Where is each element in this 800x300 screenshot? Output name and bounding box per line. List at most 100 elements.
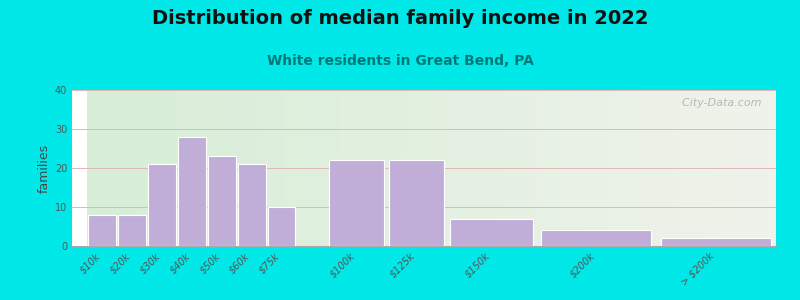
Bar xyxy=(138,90,140,246)
Bar xyxy=(431,90,434,246)
Bar xyxy=(183,90,186,246)
Bar xyxy=(599,90,602,246)
Bar xyxy=(340,90,342,246)
Bar xyxy=(434,90,436,246)
Bar xyxy=(177,90,179,246)
Bar xyxy=(459,90,462,246)
Bar xyxy=(344,90,346,246)
Bar xyxy=(199,90,202,246)
Bar xyxy=(259,90,262,246)
Bar xyxy=(96,90,98,246)
Bar xyxy=(647,90,650,246)
Bar xyxy=(732,90,734,246)
Bar xyxy=(269,90,270,246)
Bar xyxy=(230,90,232,246)
Bar xyxy=(661,90,663,246)
Bar xyxy=(558,90,560,246)
Bar xyxy=(307,90,310,246)
Bar xyxy=(533,90,535,246)
Bar xyxy=(668,90,670,246)
Bar xyxy=(275,90,278,246)
Bar xyxy=(478,90,480,246)
Bar xyxy=(294,90,296,246)
Bar xyxy=(94,90,96,246)
Bar xyxy=(268,207,295,246)
Bar xyxy=(746,90,749,246)
Bar xyxy=(512,90,514,246)
Bar xyxy=(257,90,259,246)
Bar xyxy=(167,90,170,246)
Bar xyxy=(555,90,558,246)
Bar xyxy=(645,90,647,246)
Bar xyxy=(88,215,116,246)
Bar xyxy=(360,90,362,246)
Bar xyxy=(227,90,230,246)
Bar xyxy=(301,90,303,246)
Bar xyxy=(514,90,517,246)
Bar xyxy=(427,90,429,246)
Bar xyxy=(678,90,679,246)
Bar xyxy=(342,90,344,246)
Bar xyxy=(87,90,90,246)
Bar xyxy=(411,90,413,246)
Bar xyxy=(278,90,280,246)
Bar xyxy=(305,90,307,246)
Bar xyxy=(335,90,338,246)
Bar xyxy=(450,90,452,246)
Bar xyxy=(523,90,526,246)
Bar xyxy=(544,90,546,246)
Bar xyxy=(135,90,138,246)
Bar xyxy=(312,90,314,246)
Bar xyxy=(114,90,117,246)
Bar xyxy=(574,90,576,246)
Bar xyxy=(108,90,110,246)
Bar xyxy=(238,90,241,246)
Bar xyxy=(314,90,317,246)
Bar xyxy=(723,90,726,246)
Bar xyxy=(394,90,397,246)
Bar xyxy=(402,90,404,246)
Bar xyxy=(198,90,199,246)
Bar xyxy=(425,90,427,246)
Bar xyxy=(248,90,250,246)
Bar xyxy=(744,90,746,246)
Bar xyxy=(317,90,319,246)
Bar xyxy=(266,90,269,246)
Bar xyxy=(570,90,571,246)
Bar xyxy=(654,90,657,246)
Bar xyxy=(489,90,491,246)
Bar xyxy=(174,90,177,246)
Bar xyxy=(222,90,225,246)
Bar xyxy=(597,90,599,246)
Bar xyxy=(436,90,438,246)
Bar xyxy=(750,90,753,246)
Bar xyxy=(333,90,335,246)
Bar xyxy=(112,90,114,246)
Bar xyxy=(443,90,446,246)
Bar xyxy=(246,90,248,246)
Bar xyxy=(165,90,167,246)
Bar xyxy=(608,90,610,246)
Bar xyxy=(282,90,285,246)
Bar xyxy=(170,90,172,246)
Bar xyxy=(349,90,351,246)
Bar xyxy=(578,90,581,246)
Bar xyxy=(728,90,730,246)
Bar xyxy=(657,90,659,246)
Bar xyxy=(118,215,146,246)
Bar xyxy=(388,90,390,246)
Bar xyxy=(769,90,771,246)
Bar xyxy=(726,90,728,246)
Bar xyxy=(330,90,333,246)
Bar xyxy=(214,90,215,246)
Bar xyxy=(734,90,737,246)
Bar xyxy=(494,90,496,246)
Bar xyxy=(604,90,606,246)
Bar xyxy=(126,90,128,246)
Bar xyxy=(296,90,298,246)
Bar xyxy=(289,90,291,246)
Bar xyxy=(730,90,732,246)
Bar xyxy=(765,90,767,246)
Bar xyxy=(362,90,365,246)
Bar xyxy=(588,90,590,246)
